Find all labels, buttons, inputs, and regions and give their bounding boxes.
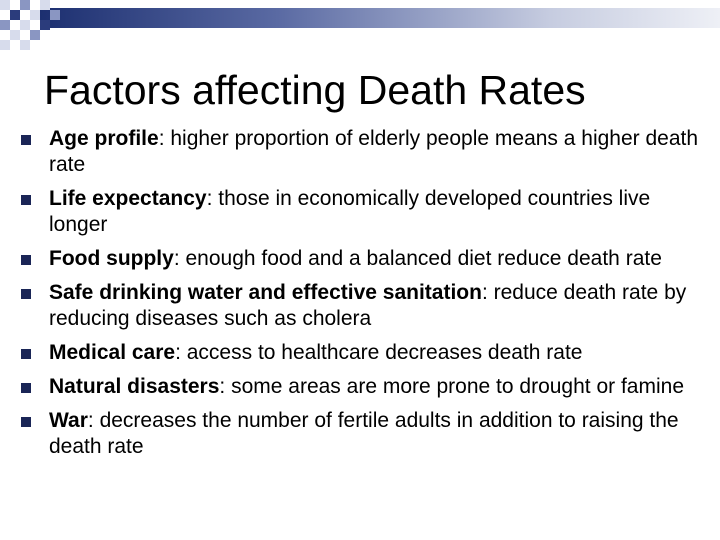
list-item: Medical care: access to healthcare decre… [0, 340, 720, 366]
square-bullet-icon [21, 255, 31, 265]
bullet-text: : those in economically developed countr… [49, 187, 651, 236]
square-bullet-icon [21, 289, 31, 299]
list-item: Life expectancy: those in economically d… [0, 186, 720, 238]
bullet-term: Natural disasters [49, 375, 220, 398]
square-bullet-icon [21, 383, 31, 393]
square-bullet-icon [21, 195, 31, 205]
bullet-text: : higher proportion of elderly people me… [49, 127, 699, 176]
header-gradient-bar [40, 8, 720, 28]
bullet-term: Medical care [49, 341, 176, 364]
bullet-term: Life expectancy [49, 187, 207, 210]
bullet-term: War [49, 409, 88, 432]
list-item: Natural disasters: some areas are more p… [0, 374, 720, 400]
square-bullet-icon [21, 349, 31, 359]
list-item: Food supply: enough food and a balanced … [0, 246, 720, 272]
bullet-term: Safe drinking water and effective sanita… [49, 281, 482, 304]
bullet-term: Food supply [49, 247, 174, 270]
list-item: War: decreases the number of fertile adu… [0, 408, 720, 460]
bullet-text: : some areas are more prone to drought o… [219, 375, 684, 398]
square-bullet-icon [21, 417, 31, 427]
bullet-text: : access to healthcare decreases death r… [175, 341, 583, 364]
bullet-term: Age profile [49, 127, 159, 150]
bullet-text: : enough food and a balanced diet reduce… [173, 247, 662, 270]
square-bullet-icon [21, 135, 31, 145]
list-item: Safe drinking water and effective sanita… [0, 280, 720, 332]
bullet-text: : reduce death rate by reducing diseases… [49, 281, 687, 330]
slide-title: Factors affecting Death Rates [44, 67, 586, 113]
bullet-list: Age profile: higher proportion of elderl… [0, 126, 720, 468]
header-decoration [0, 0, 720, 50]
list-item: Age profile: higher proportion of elderl… [0, 126, 720, 178]
bullet-text: : decreases the number of fertile adults… [49, 409, 679, 458]
checkered-pattern [0, 0, 60, 50]
